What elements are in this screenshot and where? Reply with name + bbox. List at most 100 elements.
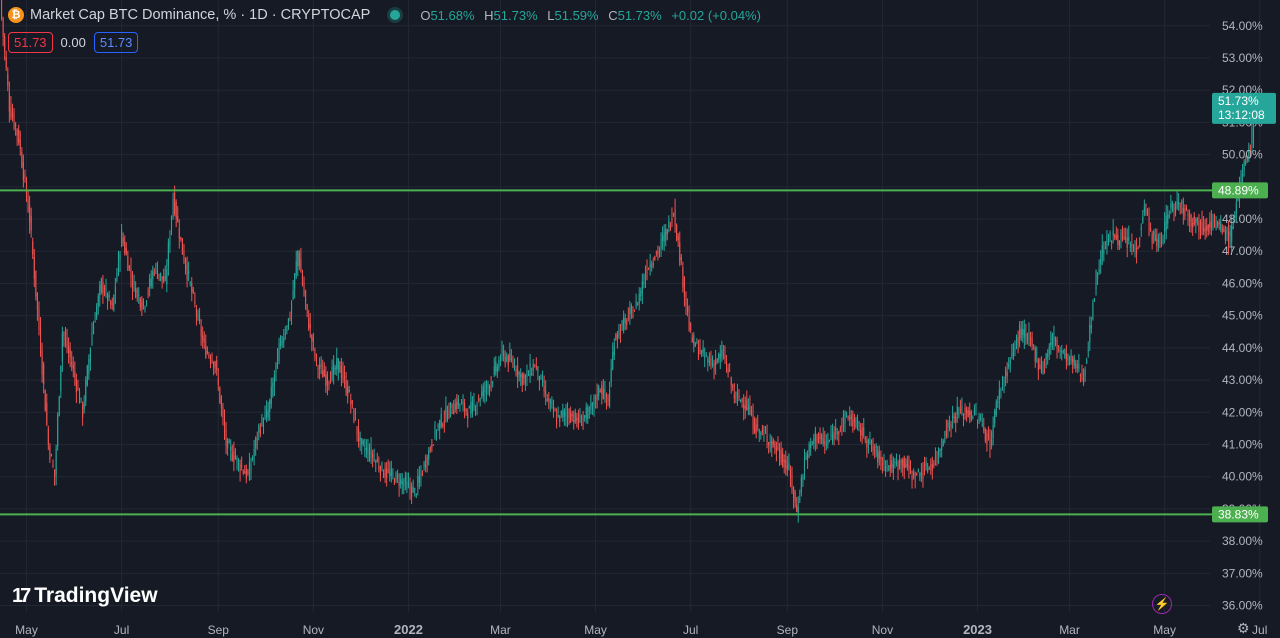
candle-body bbox=[1162, 240, 1164, 242]
x-tick-label: Jul bbox=[683, 623, 698, 637]
candle-body bbox=[754, 418, 756, 433]
gear-icon[interactable]: ⚙ bbox=[1237, 620, 1250, 636]
candle-body bbox=[1212, 220, 1214, 222]
candle-body bbox=[347, 386, 349, 398]
candle-body bbox=[52, 463, 54, 467]
candle-body bbox=[897, 461, 899, 471]
candle-body bbox=[490, 382, 492, 384]
candle-body bbox=[1213, 222, 1216, 228]
candle-body bbox=[649, 263, 651, 268]
candle-body bbox=[397, 475, 399, 478]
candle-body bbox=[189, 282, 191, 284]
candle-body bbox=[398, 482, 400, 487]
candle-body bbox=[367, 447, 369, 454]
candle-body bbox=[68, 346, 70, 354]
candle-body bbox=[537, 366, 539, 373]
candle-body bbox=[894, 462, 896, 464]
candle-body bbox=[75, 378, 77, 392]
candle-body bbox=[716, 358, 718, 362]
buy-button[interactable]: 51.73 bbox=[93, 32, 139, 53]
candle-body bbox=[1062, 351, 1064, 353]
candle-body bbox=[752, 414, 754, 429]
candle-body bbox=[1037, 359, 1039, 371]
candle-body bbox=[1189, 215, 1191, 222]
candle-body bbox=[760, 432, 762, 435]
candle-body bbox=[883, 460, 885, 464]
candle-body bbox=[1083, 377, 1085, 384]
candle-body bbox=[496, 366, 498, 373]
candle-body bbox=[142, 299, 144, 306]
candle-body bbox=[136, 290, 138, 292]
candle-body bbox=[939, 449, 941, 451]
candle-body bbox=[213, 362, 215, 369]
candle-body bbox=[1045, 353, 1047, 360]
candle-body bbox=[33, 256, 35, 279]
candle-body bbox=[713, 362, 715, 370]
candle-body bbox=[908, 465, 910, 470]
candle-body bbox=[987, 434, 989, 436]
candle-body bbox=[222, 406, 224, 419]
candle-body bbox=[641, 281, 643, 293]
candle-body bbox=[507, 355, 509, 366]
candle-body bbox=[672, 213, 675, 216]
candle-body bbox=[1174, 208, 1177, 214]
candle-body bbox=[1086, 360, 1088, 364]
candle-body bbox=[244, 471, 246, 474]
candle-body bbox=[361, 438, 363, 445]
candle-body bbox=[657, 251, 659, 255]
candle-body bbox=[1117, 234, 1119, 245]
candle-body bbox=[85, 380, 87, 402]
candle-body bbox=[796, 504, 798, 512]
candle-body bbox=[262, 424, 265, 427]
candle-body bbox=[623, 317, 625, 331]
candle-body bbox=[950, 424, 952, 430]
candle-body bbox=[55, 448, 57, 475]
candle-body bbox=[470, 402, 472, 414]
candle-body bbox=[133, 281, 135, 283]
sell-button[interactable]: 51.73 bbox=[8, 32, 53, 53]
candle-body bbox=[404, 477, 406, 483]
candle-body bbox=[1006, 372, 1008, 377]
candle-body bbox=[1065, 353, 1067, 362]
candle-body bbox=[86, 365, 88, 385]
candle-body bbox=[1100, 259, 1102, 265]
candle-body bbox=[923, 467, 926, 473]
candle-body bbox=[1072, 358, 1074, 363]
candle-body bbox=[1178, 202, 1180, 205]
candle-body bbox=[464, 403, 466, 411]
candle-body bbox=[970, 411, 972, 421]
candle-body bbox=[750, 410, 753, 416]
candle-body bbox=[22, 162, 24, 181]
candle-body bbox=[1137, 248, 1139, 250]
candle-body bbox=[995, 402, 997, 416]
candle-body bbox=[1106, 234, 1108, 248]
symbol-title[interactable]: Market Cap BTC Dominance, % · 1D · CRYPT… bbox=[30, 7, 371, 23]
candle-body bbox=[1245, 160, 1247, 164]
candle-body bbox=[529, 362, 531, 377]
candle-body bbox=[658, 247, 661, 251]
tradingview-logo[interactable]: 17 TradingView bbox=[12, 584, 158, 608]
candle-body bbox=[934, 457, 936, 459]
candle-body bbox=[387, 470, 389, 472]
candle-body bbox=[668, 220, 670, 228]
candle-body bbox=[917, 469, 919, 472]
candle-body bbox=[697, 346, 700, 358]
lightning-icon[interactable]: ⚡ bbox=[1152, 594, 1172, 614]
candle-body bbox=[699, 348, 701, 354]
candle-body bbox=[504, 356, 506, 364]
candle-body bbox=[766, 435, 768, 443]
candle-body bbox=[885, 466, 887, 471]
candle-body bbox=[648, 268, 650, 270]
candle-body bbox=[574, 412, 576, 422]
candle-body bbox=[1064, 349, 1066, 358]
candle-body bbox=[506, 357, 508, 359]
candle-body bbox=[100, 278, 102, 293]
candle-body bbox=[317, 367, 319, 369]
candle-body bbox=[551, 402, 553, 404]
candle-body bbox=[1229, 230, 1231, 237]
candle-body bbox=[216, 360, 218, 371]
candle-body bbox=[208, 354, 210, 358]
candle-body bbox=[768, 442, 770, 446]
candle-body bbox=[457, 398, 459, 406]
